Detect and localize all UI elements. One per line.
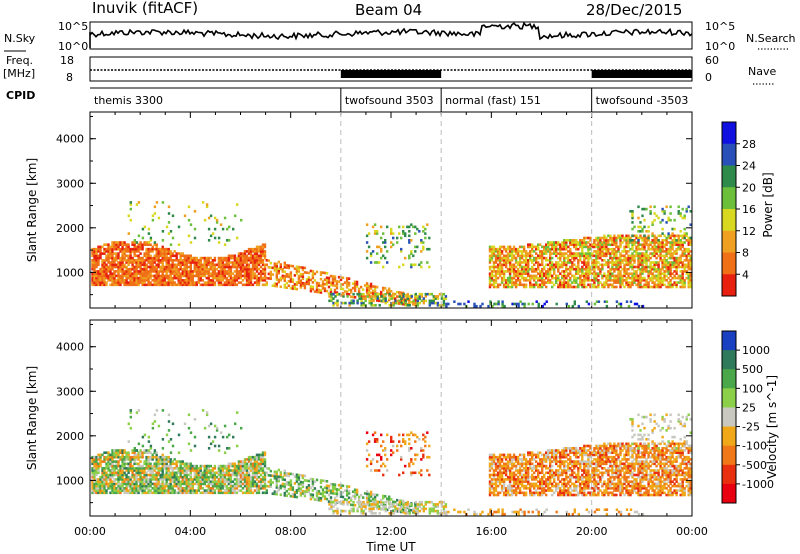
y-tick-label: 3000 <box>56 385 84 398</box>
y-tick-label: 2000 <box>56 222 84 235</box>
nave-top-tick: 60 <box>705 54 719 67</box>
nsearch-label: N.Search <box>746 32 796 45</box>
freq-trace <box>90 69 692 78</box>
nsky-trace <box>89 21 693 48</box>
colorbar-tick-label: 28 <box>742 138 756 151</box>
y-tick-label: 2000 <box>56 430 84 443</box>
colorbar-swatch <box>722 165 736 188</box>
colorbar-tick-label: 24 <box>742 160 756 173</box>
velocity-colorbar-label-text: Velocity [m s^-1] <box>765 375 779 479</box>
colorbar-tick-label: 100 <box>742 382 763 395</box>
freq-panel-frame <box>89 56 693 82</box>
x-tick-label: 08:00 <box>275 525 307 538</box>
colorbar-tick-label: -500 <box>742 459 767 472</box>
colorbar-swatch <box>722 230 736 253</box>
nsky-bottom-tick: 10^0 <box>58 40 88 53</box>
nsky-label: N.Sky <box>4 32 36 45</box>
colorbar-tick-label: 500 <box>742 363 763 376</box>
velocity-colorbar: 1000 500 100 25 -25 -100 -500 -1000 <box>721 330 774 504</box>
nave-label: Nave <box>748 65 776 78</box>
beam-title: Beam 04 <box>355 1 422 19</box>
colorbar-tick-label: -25 <box>742 421 760 434</box>
colorbar-swatch <box>722 426 736 447</box>
nsearch-top-tick: 10^5 <box>705 20 735 33</box>
colorbar-tick-label: 1000 <box>742 344 770 357</box>
nave-bottom-tick: 0 <box>705 71 712 84</box>
nsearch-bottom-tick: 10^0 <box>705 40 735 53</box>
y-tick-label: 1000 <box>56 474 84 487</box>
power-colorbar-label: Power [dB] <box>761 172 775 237</box>
colorbar-swatch <box>722 483 736 504</box>
cpid-segment-label: twofsound 3503 <box>345 94 434 107</box>
colorbar-tick-label: 20 <box>742 181 756 194</box>
freq-top-tick: 18 <box>60 54 74 67</box>
freq-unit-label: [MHz] <box>3 67 35 80</box>
cpid-row: themis 3300 twofsound 3503 normal (fast) 1… <box>94 88 688 112</box>
y-tick-label: 3000 <box>56 177 84 190</box>
colorbar-tick-label: 16 <box>742 203 756 216</box>
colorbar-swatch <box>722 122 736 145</box>
power-axis: 1000 2000 3000 4000 <box>56 112 693 308</box>
cpid-segment-label: themis 3300 <box>94 94 163 107</box>
velocity-axis: 1000 2000 3000 4000 <box>56 320 693 516</box>
velocity-ylabel: Slant Range [km] <box>25 366 39 470</box>
x-tick-label: 04:00 <box>174 525 206 538</box>
station-title: Inuvik (fitACF) <box>92 0 198 17</box>
colorbar-swatch <box>722 187 736 210</box>
colorbar-swatch <box>722 274 736 297</box>
colorbar-swatch <box>722 407 736 428</box>
velocity-colorbar-label: Velocity [m s^-1] <box>765 375 779 479</box>
freq-bottom-tick: 8 <box>66 71 73 84</box>
x-tick-label: 12:00 <box>375 525 407 538</box>
x-tick-label: 00:00 <box>676 525 708 538</box>
cpid-segment-label: normal (fast) 151 <box>445 94 541 107</box>
cpid-segment-label: twofsound -3503 <box>596 94 689 107</box>
colorbar-swatch <box>722 331 736 351</box>
y-tick-label: 4000 <box>56 341 84 354</box>
freq-label: Freq. <box>6 54 33 67</box>
time-xlabel: Time UT <box>365 540 416 554</box>
colorbar-swatch <box>722 369 736 389</box>
colorbar-swatch <box>722 464 736 485</box>
power-ylabel: Slant Range [km] <box>25 158 39 262</box>
colorbar-tick-label: -1000 <box>742 478 774 491</box>
colorbar-swatch <box>722 445 736 466</box>
x-tick-label: 16:00 <box>475 525 507 538</box>
y-tick-label: 4000 <box>56 133 84 146</box>
power-colorbar: 28 24 20 16 12 8 4 <box>721 121 756 297</box>
colorbar-swatch <box>722 209 736 232</box>
colorbar-swatch <box>722 350 736 370</box>
colorbar-tick-label: 8 <box>742 247 749 260</box>
date-title: 28/Dec/2015 <box>586 1 682 19</box>
colorbar-tick-label: 4 <box>742 268 749 281</box>
velocity-heatmap <box>91 409 692 516</box>
colorbar-swatch <box>722 252 736 275</box>
x-tick-label: 00:00 <box>74 525 106 538</box>
colorbar-swatch <box>722 388 736 408</box>
time-axis: 00:00 04:00 08:00 12:00 16:00 20:00 00:00 <box>74 525 708 538</box>
x-tick-label: 20:00 <box>576 525 608 538</box>
nsky-top-tick: 10^5 <box>58 20 88 33</box>
colorbar-tick-label: 25 <box>742 401 756 414</box>
cpid-label: CPID <box>6 89 35 102</box>
colorbar-tick-label: -100 <box>742 440 767 453</box>
power-heatmap <box>91 201 692 308</box>
colorbar-tick-label: 12 <box>742 225 756 238</box>
y-tick-label: 1000 <box>56 266 84 279</box>
colorbar-swatch <box>722 143 736 166</box>
